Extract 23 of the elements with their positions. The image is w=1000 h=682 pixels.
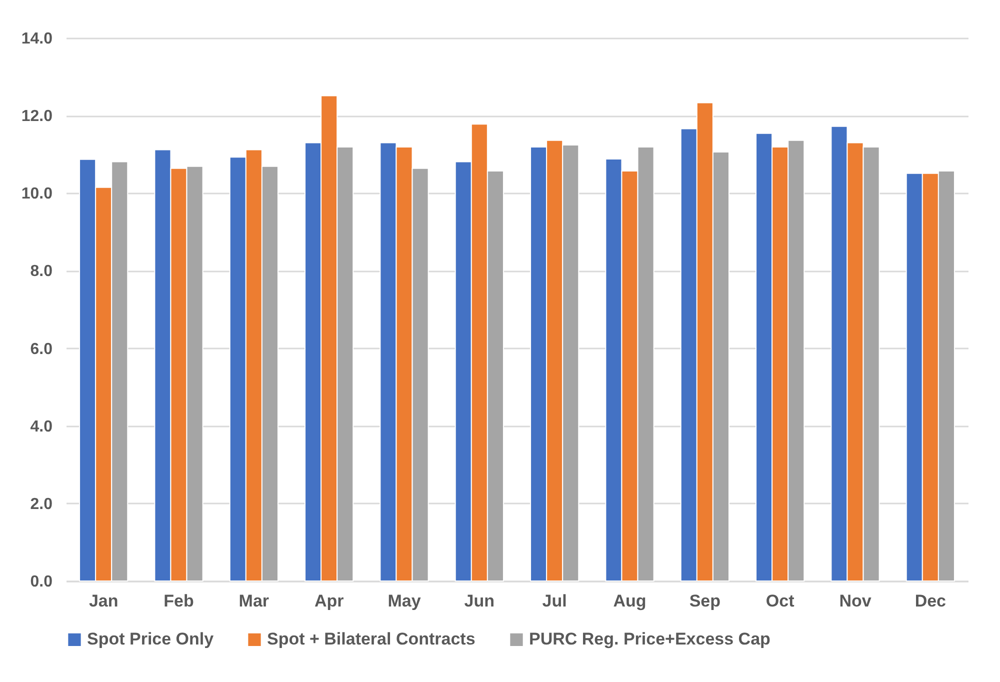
x-tick-label: Nov [839,592,872,610]
x-tick-label: Dec [914,592,946,610]
x-tick-label: Jun [464,592,495,610]
x-tick-label: Sep [689,592,721,610]
x-tick-label: Jul [542,592,567,610]
y-tick-label: 12.0 [21,108,53,126]
x-tick-label: Jan [88,592,118,610]
x-tick-label: Mar [238,592,270,610]
x-tick-label: Aug [613,592,646,610]
legend-label: PURC Reg. Price+Excess Cap [529,630,770,649]
x-tick-label: Oct [766,592,795,610]
x-tick-label: Feb [164,592,194,610]
y-tick-label: 0.0 [30,574,53,590]
y-tick-label: 14.0 [21,30,53,48]
y-tick-label: 2.0 [30,496,53,513]
legend-label: Spot Price Only [87,630,214,649]
y-tick-label: 8.0 [30,263,53,280]
x-tick-label: Apr [314,592,344,610]
legend-label: Spot + Bilateral Contracts [267,630,476,649]
x-tick-label: May [388,592,422,610]
y-tick-label: 6.0 [30,340,53,358]
y-tick-label: 4.0 [30,418,53,436]
y-tick-label: 10.0 [21,186,53,203]
